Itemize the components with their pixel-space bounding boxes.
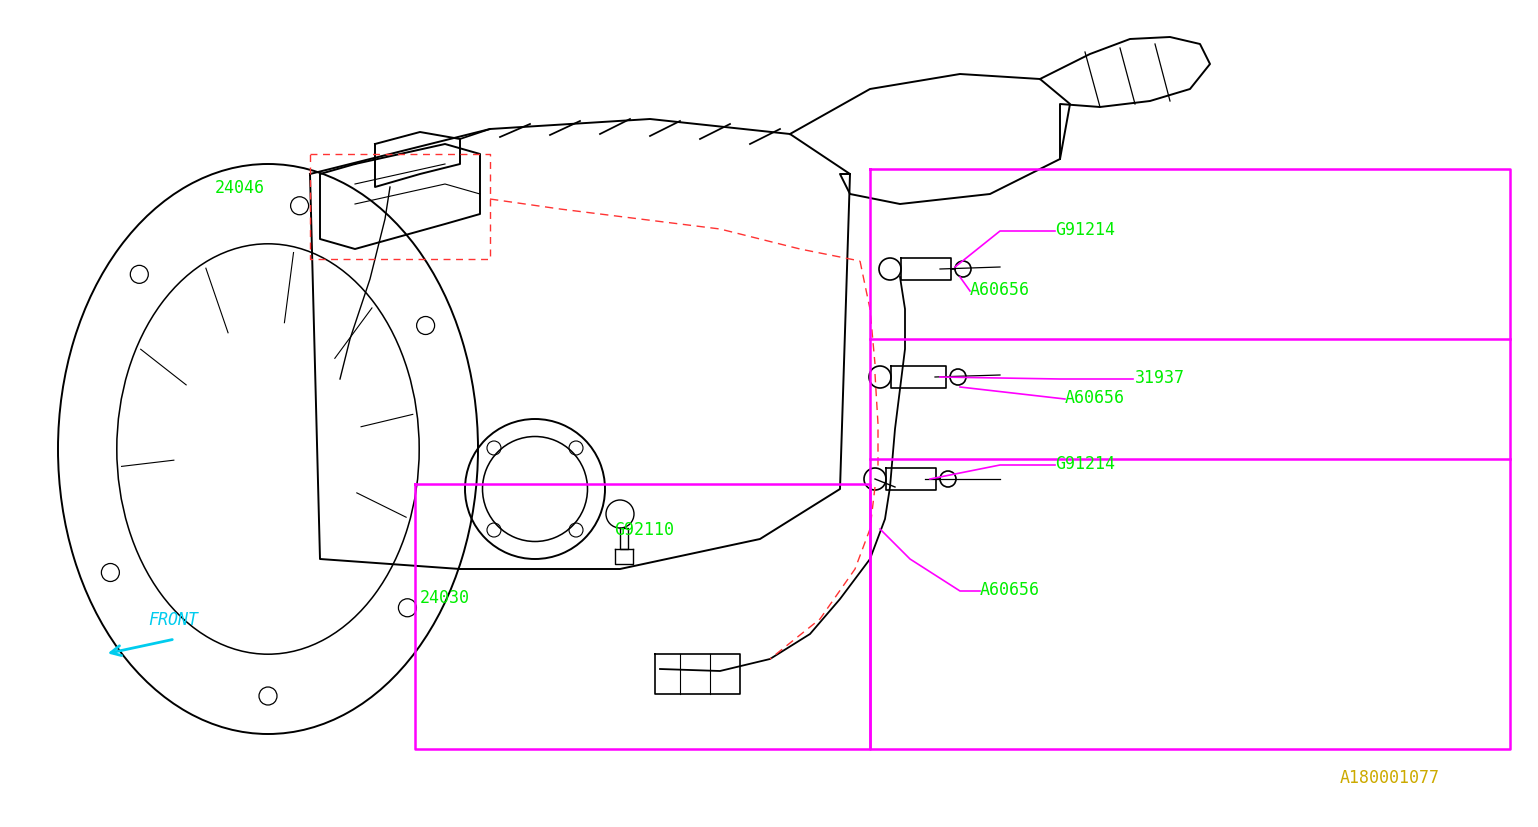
Text: 24046: 24046	[215, 179, 265, 197]
Text: A60656: A60656	[970, 280, 1030, 299]
Text: FRONT: FRONT	[148, 610, 198, 629]
Text: G91214: G91214	[1055, 455, 1115, 472]
Text: A180001077: A180001077	[1340, 768, 1440, 786]
Text: G92110: G92110	[614, 520, 674, 538]
Text: 24030: 24030	[420, 588, 471, 606]
Text: A60656: A60656	[1064, 389, 1124, 407]
Text: 31937: 31937	[1135, 369, 1184, 386]
Text: A60656: A60656	[980, 581, 1040, 598]
Text: G91214: G91214	[1055, 221, 1115, 239]
